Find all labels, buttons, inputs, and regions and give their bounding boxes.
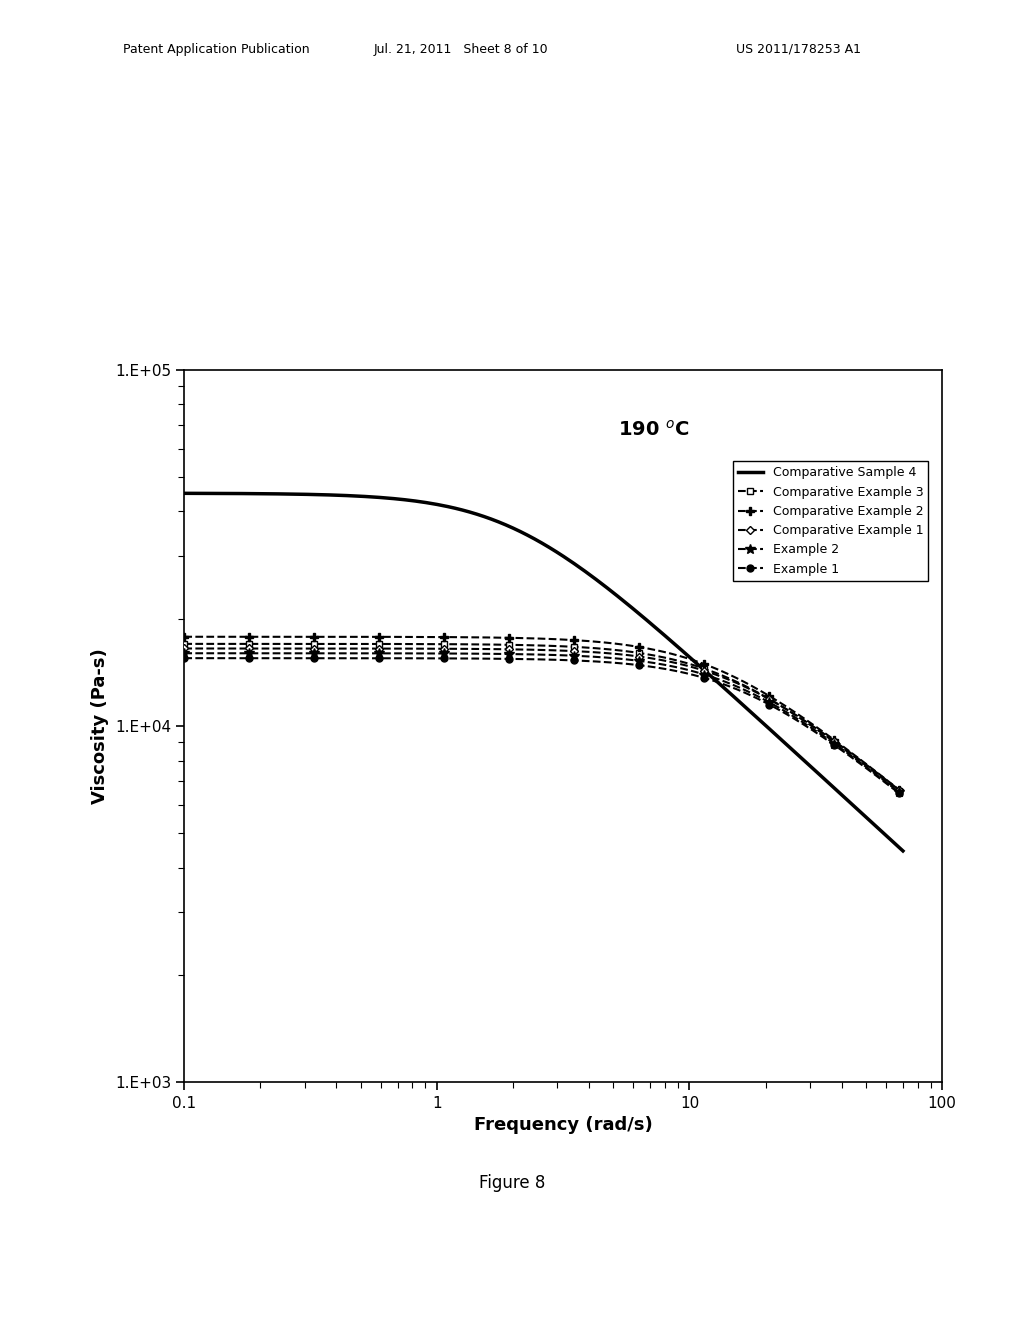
Comparative Sample 4 xyxy=(370,490,382,506)
Comparative Example 2 xyxy=(861,756,873,772)
Example 2 xyxy=(836,741,848,756)
Example 1 xyxy=(178,651,190,667)
Comparative Example 3 xyxy=(897,787,909,803)
Comparative Sample 4 xyxy=(178,486,190,502)
Comparative Example 3 xyxy=(207,636,219,652)
Comparative Example 1 xyxy=(861,758,873,774)
Y-axis label: Viscosity (Pa-s): Viscosity (Pa-s) xyxy=(91,648,110,804)
Example 2 xyxy=(370,645,382,661)
Comparative Example 3 xyxy=(311,636,324,652)
Comparative Example 3 xyxy=(178,636,190,652)
Comparative Example 3 xyxy=(836,739,848,755)
Comparative Example 1 xyxy=(221,640,233,656)
Text: Figure 8: Figure 8 xyxy=(479,1173,545,1192)
Line: Example 1: Example 1 xyxy=(181,655,906,800)
Example 2 xyxy=(897,787,909,803)
Example 2 xyxy=(311,645,324,661)
Line: Comparative Sample 4: Comparative Sample 4 xyxy=(184,494,903,851)
Comparative Example 2 xyxy=(221,628,233,644)
Comparative Example 2 xyxy=(311,628,324,644)
Example 2 xyxy=(861,759,873,775)
Comparative Sample 4 xyxy=(836,787,848,803)
Comparative Example 1 xyxy=(370,640,382,656)
Comparative Example 2 xyxy=(207,628,219,644)
Line: Comparative Example 2: Comparative Example 2 xyxy=(180,632,907,797)
Comparative Example 1 xyxy=(207,640,219,656)
Text: US 2011/178253 A1: US 2011/178253 A1 xyxy=(736,42,861,55)
X-axis label: Frequency (rad/s): Frequency (rad/s) xyxy=(474,1117,652,1134)
Example 2 xyxy=(221,645,233,661)
Text: 190 $^o$C: 190 $^o$C xyxy=(618,420,690,440)
Line: Comparative Example 3: Comparative Example 3 xyxy=(181,640,906,797)
Example 1 xyxy=(861,760,873,776)
Comparative Example 3 xyxy=(221,636,233,652)
Text: Patent Application Publication: Patent Application Publication xyxy=(123,42,309,55)
Example 1 xyxy=(311,651,324,667)
Example 1 xyxy=(897,788,909,804)
Text: Jul. 21, 2011   Sheet 8 of 10: Jul. 21, 2011 Sheet 8 of 10 xyxy=(374,42,548,55)
Example 1 xyxy=(836,742,848,758)
Comparative Example 1 xyxy=(311,640,324,656)
Comparative Sample 4 xyxy=(221,486,233,502)
Comparative Sample 4 xyxy=(861,810,873,826)
Comparative Sample 4 xyxy=(311,487,324,503)
Comparative Example 3 xyxy=(370,636,382,652)
Comparative Example 1 xyxy=(178,640,190,656)
Comparative Example 1 xyxy=(836,738,848,754)
Example 1 xyxy=(207,651,219,667)
Legend: Comparative Sample 4, Comparative Example 3, Comparative Example 2, Comparative : Comparative Sample 4, Comparative Exampl… xyxy=(732,462,928,581)
Line: Comparative Example 1: Comparative Example 1 xyxy=(181,645,906,796)
Comparative Sample 4 xyxy=(207,486,219,502)
Comparative Example 2 xyxy=(370,628,382,644)
Example 1 xyxy=(221,651,233,667)
Comparative Example 2 xyxy=(897,785,909,801)
Comparative Sample 4 xyxy=(897,843,909,859)
Comparative Example 1 xyxy=(897,785,909,801)
Line: Example 2: Example 2 xyxy=(179,648,908,800)
Comparative Example 2 xyxy=(836,738,848,754)
Comparative Example 3 xyxy=(861,758,873,774)
Comparative Example 2 xyxy=(178,628,190,644)
Example 2 xyxy=(207,645,219,661)
Example 2 xyxy=(178,645,190,661)
Example 1 xyxy=(370,651,382,667)
